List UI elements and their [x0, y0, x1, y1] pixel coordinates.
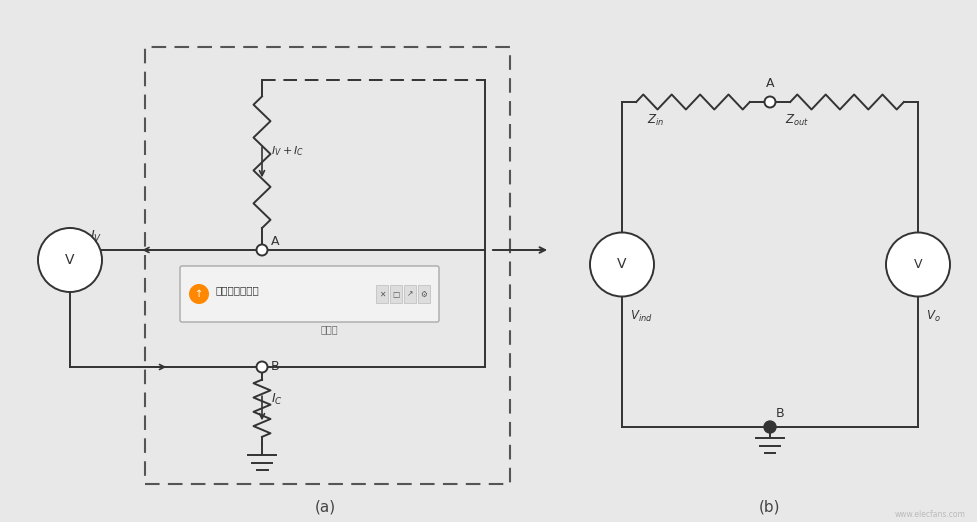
Text: 发送图片到手机: 发送图片到手机: [215, 285, 259, 295]
Text: V: V: [65, 253, 75, 267]
Circle shape: [764, 97, 776, 108]
Text: V: V: [913, 258, 922, 271]
Text: ⚙: ⚙: [420, 290, 428, 299]
Bar: [404, 285, 416, 303]
Text: $V_{ind}$: $V_{ind}$: [630, 309, 653, 324]
Circle shape: [189, 284, 209, 304]
Text: $I_V+I_C$: $I_V+I_C$: [271, 144, 304, 158]
Circle shape: [257, 362, 268, 373]
Text: ↗: ↗: [406, 290, 413, 299]
Text: ↑: ↑: [195, 289, 203, 299]
Circle shape: [257, 244, 268, 255]
Text: $I_V$: $I_V$: [90, 229, 103, 244]
Bar: [418, 285, 430, 303]
Text: 被测件: 被测件: [320, 324, 338, 334]
Circle shape: [590, 232, 654, 296]
Text: www.elecfans.com: www.elecfans.com: [895, 510, 965, 519]
Text: V: V: [617, 257, 627, 271]
Text: A: A: [766, 77, 774, 90]
Text: $I_C$: $I_C$: [271, 392, 282, 407]
Text: B: B: [776, 407, 785, 420]
Text: (b): (b): [759, 500, 781, 515]
Text: $Z_{in}$: $Z_{in}$: [647, 113, 664, 128]
Circle shape: [886, 232, 950, 296]
Text: ✕: ✕: [379, 290, 385, 299]
Text: (a): (a): [315, 500, 335, 515]
Circle shape: [764, 421, 776, 433]
FancyBboxPatch shape: [180, 266, 439, 322]
Bar: [376, 285, 388, 303]
Text: A: A: [271, 235, 279, 248]
Text: $V_o$: $V_o$: [926, 309, 941, 324]
Text: B: B: [271, 360, 279, 373]
Text: $Z_{out}$: $Z_{out}$: [785, 113, 809, 128]
Text: □: □: [393, 290, 400, 299]
Bar: [390, 285, 402, 303]
Circle shape: [38, 228, 102, 292]
